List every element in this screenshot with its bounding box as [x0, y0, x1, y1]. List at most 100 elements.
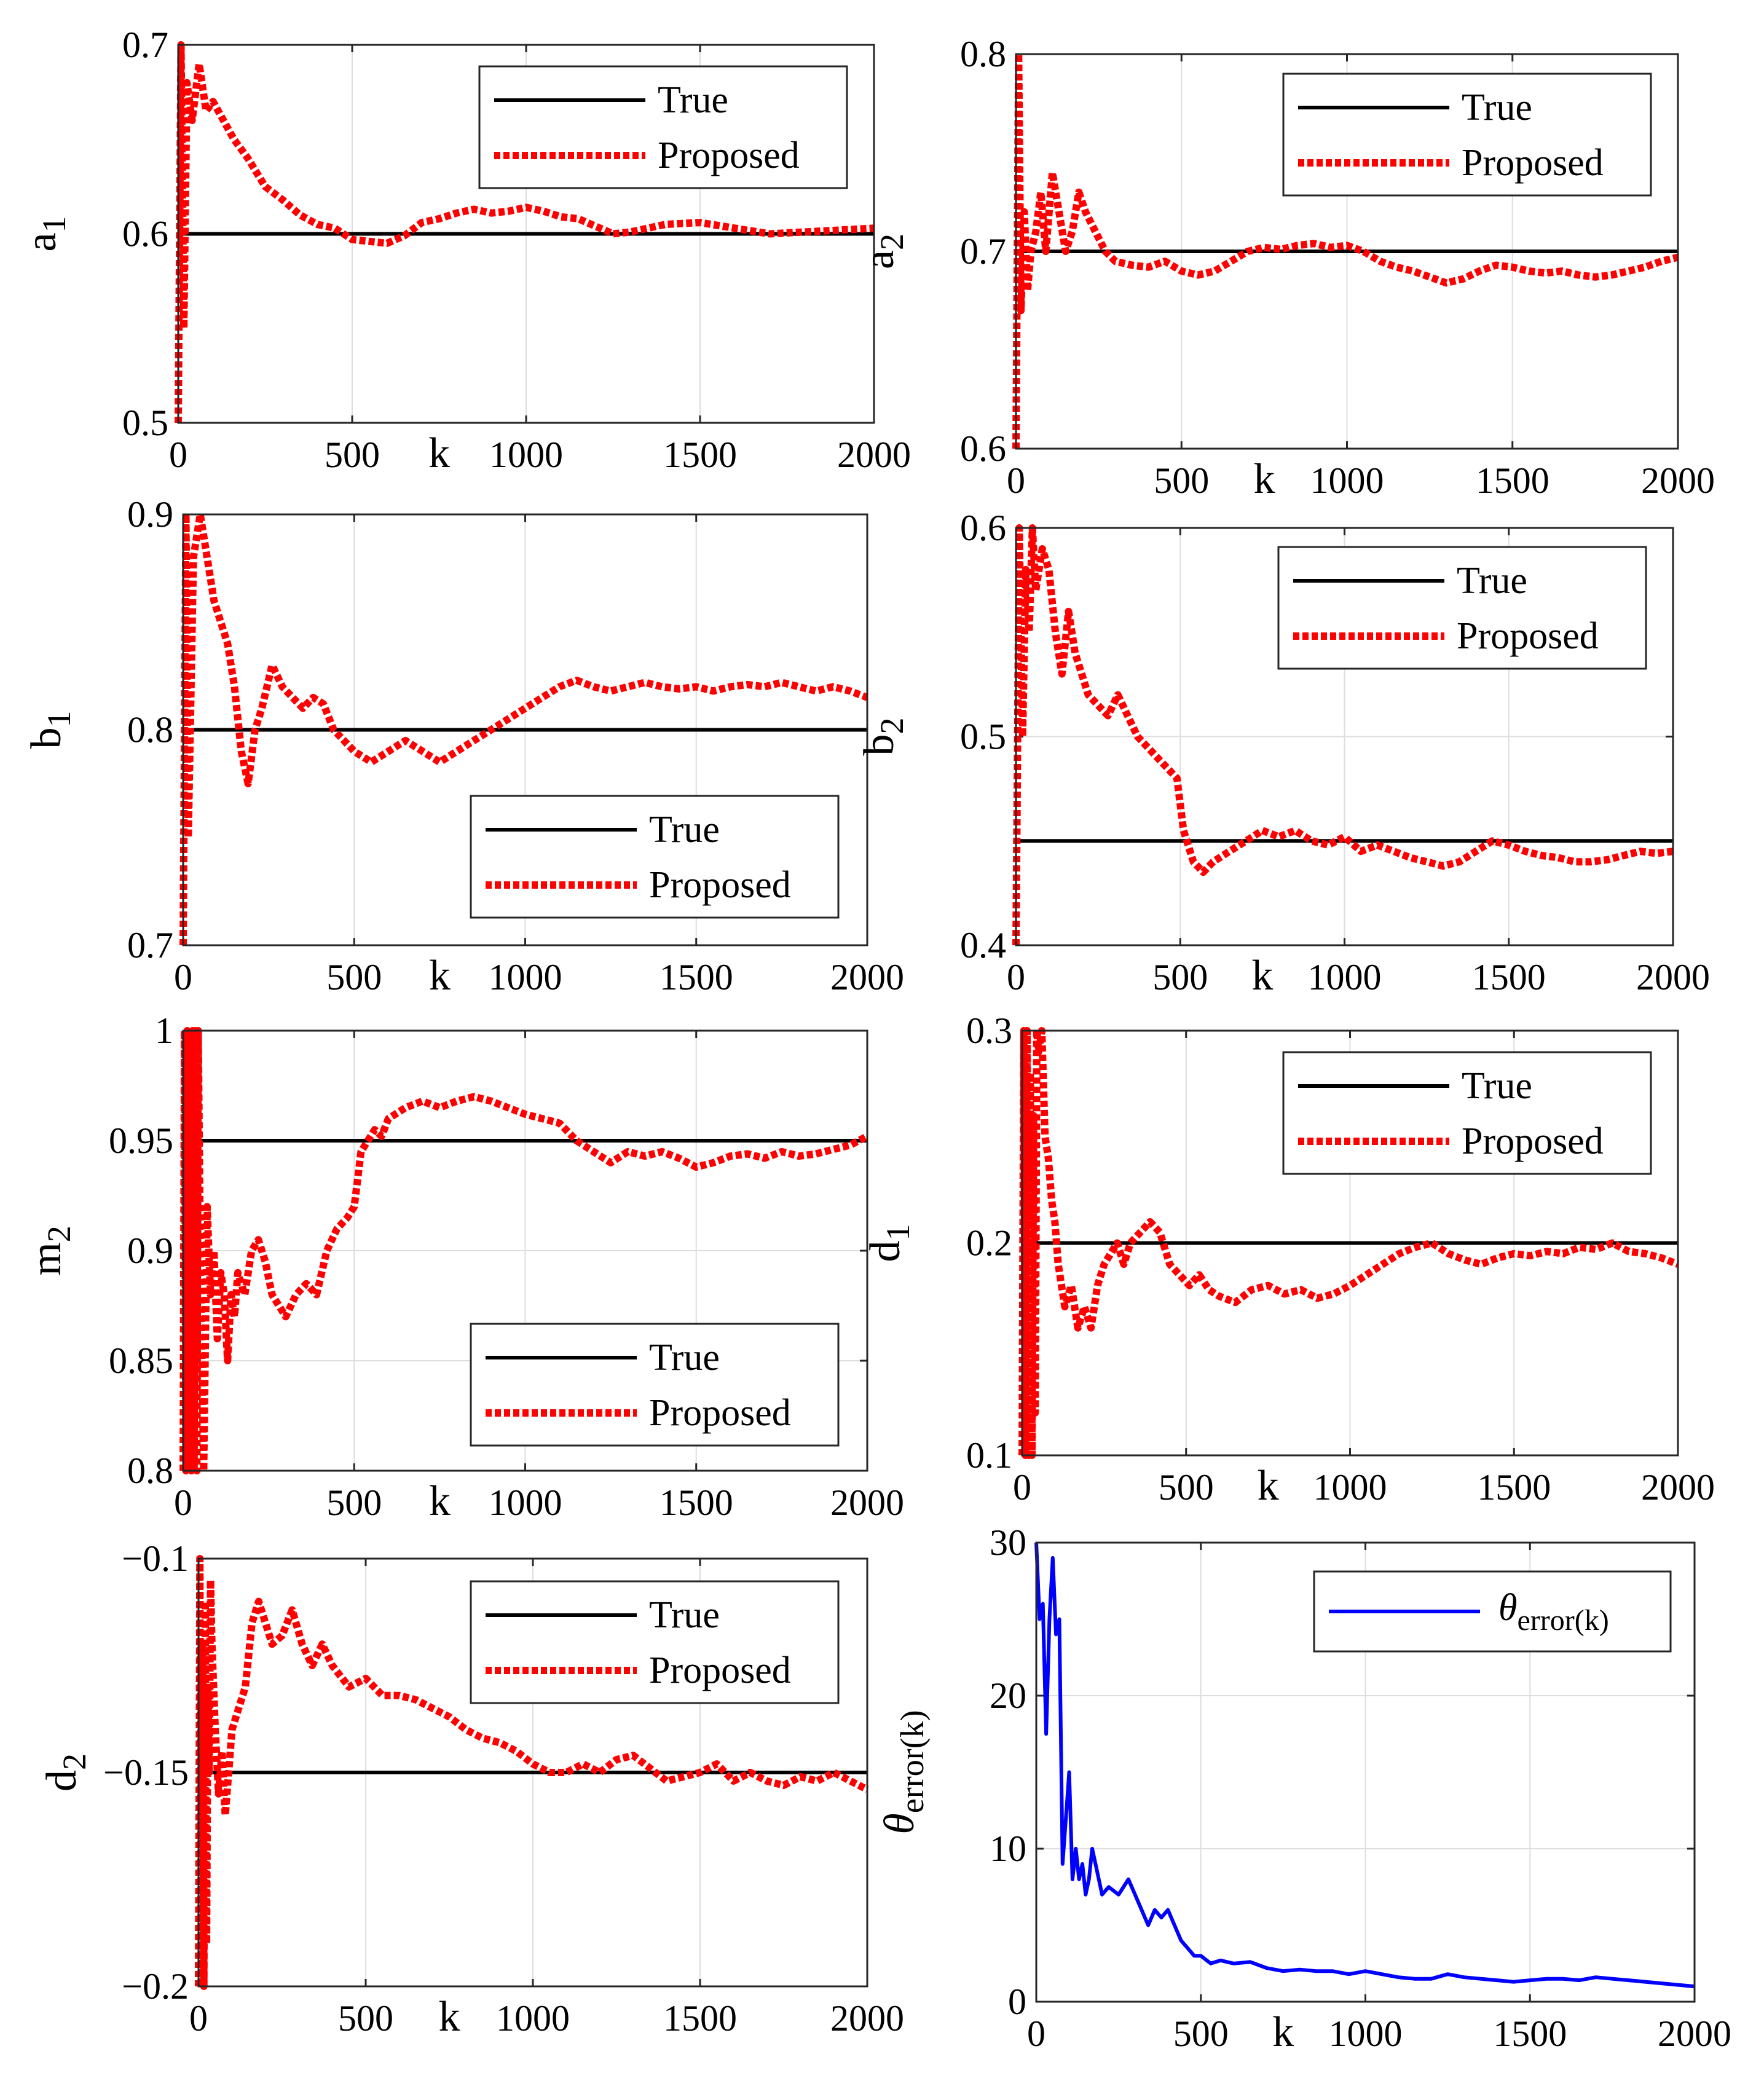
- y-tick-label: 0.7: [122, 25, 168, 65]
- legend-label-proposed: Proposed: [1462, 142, 1604, 184]
- x-tick-label: 0: [174, 1482, 192, 1523]
- x-tick-label: 2000: [830, 1998, 904, 2039]
- y-tick-label: 30: [990, 1522, 1026, 1563]
- legend-label-true: True: [649, 1337, 720, 1379]
- proposed-series-line: [175, 41, 875, 423]
- y-tick-label: 0.2: [966, 1223, 1012, 1264]
- legend-box: [478, 65, 848, 189]
- proposed-series-line: [195, 1555, 869, 1990]
- legend-label-true: True: [649, 1594, 720, 1636]
- error-series-line: [1034, 1542, 1695, 1989]
- proposed-series-line: [179, 1027, 869, 1474]
- y-axis-label-subscript: 1: [880, 1224, 916, 1241]
- y-tick-label: 0.9: [127, 494, 173, 535]
- axes-frame: [182, 513, 868, 946]
- legend: True Proposed: [470, 1580, 840, 1704]
- legend-label-proposed: Proposed: [649, 1392, 791, 1434]
- legend-label-true: True: [1462, 87, 1532, 128]
- x-tick-label: 500: [1159, 1467, 1214, 1508]
- legend-label-proposed: Proposed: [658, 135, 800, 176]
- legend-label-main: θ: [1498, 1587, 1517, 1629]
- y-axis-label-main: a: [18, 232, 65, 251]
- panel-a2: 0 500 1000 1500 2000 0.6 0.7 0.8 k a2 True Proposed: [856, 34, 1715, 503]
- x-tick-label: 1000: [1329, 2013, 1403, 2054]
- x-tick-label: 0: [1013, 1467, 1031, 1508]
- y-axis-label-subscript: error(k): [894, 1710, 931, 1813]
- x-tick-label: 2000: [1658, 2013, 1731, 2054]
- legend: True Proposed: [470, 1323, 840, 1447]
- x-axis-label: k: [429, 952, 451, 999]
- legend-label-true: True: [1457, 560, 1527, 602]
- legend-box: [1282, 73, 1652, 197]
- y-axis-label-subscript: 1: [36, 216, 73, 232]
- legend-label-error: θerror(k): [1498, 1587, 1609, 1637]
- y-axis-label: θerror(k): [876, 1710, 931, 1834]
- y-tick-label: 0.9: [127, 1230, 173, 1271]
- legend: True Proposed: [1277, 546, 1647, 670]
- y-tick-label: 0.1: [966, 1435, 1012, 1476]
- x-tick-label: 500: [1152, 957, 1208, 997]
- y-tick-label: −0.1: [122, 1538, 189, 1579]
- x-tick-label: 1500: [1477, 1467, 1551, 1508]
- y-axis-label-subscript: 2: [41, 1225, 77, 1242]
- legend: True Proposed: [1282, 1051, 1652, 1175]
- y-axis-label-subscript: 1: [41, 711, 77, 728]
- y-axis-label: a2: [856, 234, 910, 269]
- proposed-series-line: [1018, 1027, 1680, 1459]
- x-axis-label: k: [1258, 1462, 1279, 1509]
- y-tick-label: 0.7: [127, 925, 173, 966]
- y-axis-label: d1: [862, 1224, 916, 1262]
- legend-label-proposed: Proposed: [649, 1650, 791, 1691]
- y-axis-label: m2: [23, 1225, 77, 1275]
- y-tick-label: −0.15: [103, 1752, 189, 1793]
- axes-frame: [177, 44, 875, 424]
- x-axis-label: k: [429, 1477, 451, 1525]
- y-tick-label: 0.6: [960, 428, 1006, 469]
- axes-frame: [1021, 1029, 1679, 1457]
- legend: θerror(k): [1313, 1570, 1672, 1653]
- legend-box: [470, 1580, 840, 1704]
- y-axis-label-main: d: [862, 1241, 909, 1262]
- x-tick-label: 1500: [660, 957, 733, 997]
- legend-label-true: True: [1462, 1065, 1532, 1107]
- y-axis-label-main: a: [856, 250, 903, 269]
- y-tick-label: 0.5: [122, 403, 168, 443]
- x-axis-label: k: [1272, 2008, 1294, 2056]
- x-tick-label: 1000: [489, 957, 562, 997]
- y-axis-label-main: b: [23, 728, 70, 749]
- y-axis-label: a1: [18, 216, 73, 251]
- y-tick-label: −0.2: [122, 1966, 189, 2007]
- proposed-series-line: [1012, 50, 1679, 449]
- y-tick-label: 0.8: [960, 34, 1006, 74]
- x-tick-label: 1000: [489, 435, 563, 475]
- panel-d1: 0 500 1000 1500 2000 0.1 0.2 0.3 k d1 True Proposed: [862, 1010, 1715, 1509]
- x-tick-label: 2000: [1641, 1467, 1715, 1508]
- y-tick-label: 0.8: [127, 710, 173, 750]
- x-tick-label: 0: [169, 435, 187, 475]
- proposed-series-line: [179, 511, 869, 946]
- x-tick-label: 1500: [1472, 957, 1546, 997]
- proposed-series-line: [1012, 524, 1674, 946]
- y-axis-label-subscript: 2: [873, 718, 910, 734]
- y-axis-label-main: b: [856, 734, 903, 756]
- y-tick-label: 1: [155, 1010, 173, 1051]
- x-tick-label: 1000: [1313, 1467, 1387, 1508]
- y-axis-label-subscript: 2: [873, 234, 910, 250]
- legend-box: [1282, 1051, 1652, 1175]
- x-axis-label: k: [1251, 952, 1273, 999]
- x-axis-label: k: [428, 430, 450, 477]
- x-tick-label: 2000: [830, 957, 904, 997]
- y-tick-label: 0: [1008, 1981, 1026, 2022]
- x-tick-label: 0: [1007, 957, 1025, 997]
- y-axis-label-main: θ: [876, 1813, 923, 1834]
- x-tick-label: 1000: [1310, 460, 1384, 501]
- x-tick-label: 0: [174, 957, 192, 997]
- x-tick-label: 500: [1154, 460, 1209, 501]
- x-tick-label: 1500: [1476, 460, 1549, 501]
- x-tick-label: 1000: [496, 1998, 570, 2039]
- x-tick-label: 2000: [830, 1482, 904, 1523]
- y-axis-label: b1: [23, 711, 77, 749]
